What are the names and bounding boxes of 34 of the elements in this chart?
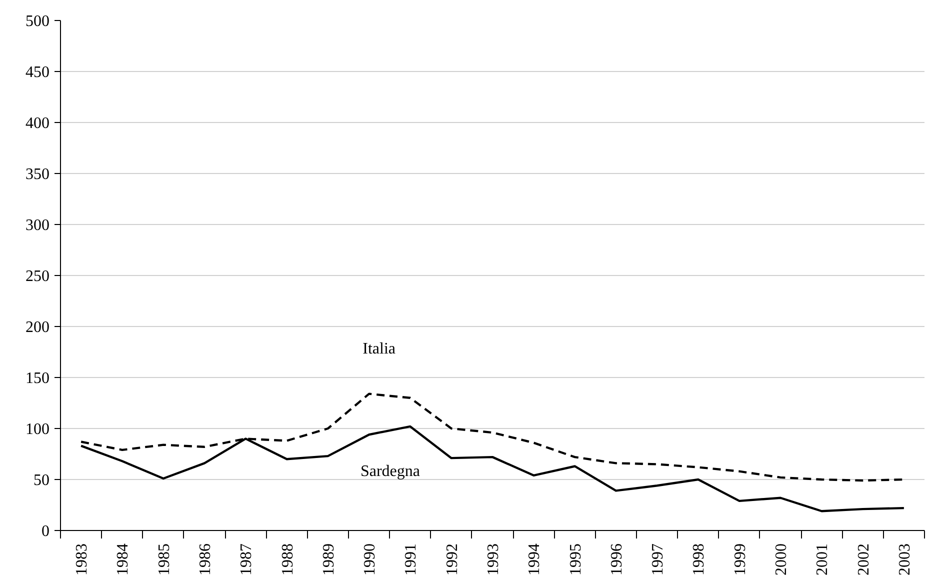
x-tick-label: 1985 — [156, 544, 173, 576]
x-tick-label: 1987 — [238, 544, 256, 576]
x-tick-label: 2000 — [773, 544, 790, 576]
x-tick-label: 1988 — [279, 544, 296, 576]
x-tick-label: 2003 — [896, 544, 914, 576]
x-tick-label: 2002 — [855, 544, 872, 576]
y-tick-label: 300 — [26, 217, 50, 234]
series-label: Sardegna — [360, 462, 420, 480]
y-tick-label: 250 — [26, 268, 50, 285]
x-tick-label: 1995 — [567, 544, 584, 576]
y-tick-label: 200 — [26, 319, 50, 336]
x-tick-label: 1983 — [74, 544, 91, 576]
x-tick-label: 1996 — [608, 544, 626, 576]
x-tick-label: 1992 — [444, 544, 461, 576]
x-tick-label: 1989 — [320, 544, 338, 576]
y-tick-label: 50 — [34, 472, 50, 489]
y-tick-label: 400 — [26, 115, 50, 132]
x-tick-label: 2001 — [814, 544, 832, 576]
y-tick-label: 350 — [26, 166, 50, 183]
x-tick-label: 1998 — [690, 544, 708, 576]
text: Italia — [362, 340, 396, 358]
y-tick-label: 0 — [42, 523, 50, 540]
x-tick-label: 1994 — [526, 544, 544, 576]
x-tick-label: 1999 — [732, 544, 749, 576]
x-tick-label: 1984 — [114, 544, 132, 576]
y-tick-label: 500 — [26, 13, 50, 30]
x-tick-label: 1990 — [362, 544, 379, 576]
y-tick-label: 100 — [26, 421, 50, 438]
y-tick-label: 450 — [26, 64, 50, 81]
y-tick-label: 150 — [26, 370, 50, 387]
x-tick-label: 1997 — [650, 544, 667, 576]
x-tick-label: 1986 — [197, 544, 214, 576]
x-tick-label: 1993 — [485, 544, 502, 576]
x-tick-label: 1991 — [402, 544, 420, 576]
